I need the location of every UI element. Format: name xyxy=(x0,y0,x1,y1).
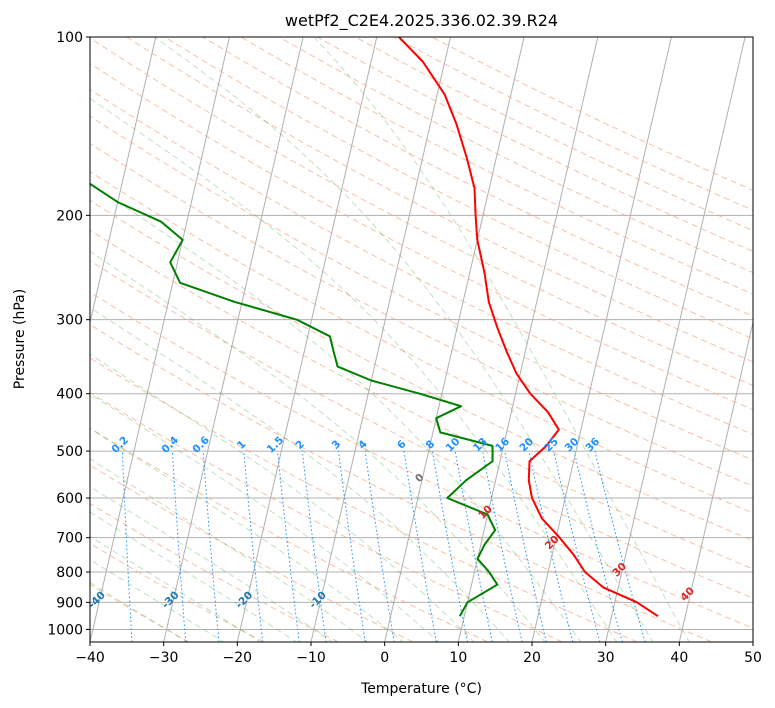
isotherm-line xyxy=(678,320,753,642)
y-tick-label: 800 xyxy=(56,565,83,581)
moist-adiabat-line xyxy=(90,485,333,642)
isotherm-line xyxy=(531,37,672,642)
moist-adiabat-line xyxy=(90,353,475,642)
mixing-ratio-line xyxy=(504,451,547,642)
x-tick-label: 30 xyxy=(597,650,615,666)
x-tick-label: −10 xyxy=(296,650,326,666)
mixing-ratio-line xyxy=(482,451,523,642)
dry-adiabat-line xyxy=(90,142,753,487)
x-tick-label: 40 xyxy=(670,650,688,666)
plot-area: 0.10.20.40.611.52346810131620253036-100-… xyxy=(90,37,753,642)
dry-adiabat-line xyxy=(202,37,753,317)
mixing-ratio-line xyxy=(573,450,623,642)
moist-adiabat-line xyxy=(90,250,546,642)
isotherm-line xyxy=(384,37,525,642)
dry-adiabat-line xyxy=(90,260,753,599)
moist-adiabat-line xyxy=(90,581,189,642)
dry-adiabats xyxy=(90,37,753,642)
moist-adiabat-line xyxy=(90,306,511,642)
dry-adiabat-line xyxy=(90,357,638,642)
dry-adiabat-line xyxy=(90,62,753,411)
isotherm-line xyxy=(457,37,599,642)
mixing-ratio-line xyxy=(202,451,220,642)
dry-adiabat-line xyxy=(90,584,190,642)
moist-adiabat-line xyxy=(154,37,654,642)
mixing-ratio-line xyxy=(243,451,264,642)
moist-adiabat-line xyxy=(90,393,440,642)
mixing-ratio-line xyxy=(432,451,468,642)
dry-adiabat-line xyxy=(90,37,753,387)
mixing-ratio-line xyxy=(338,451,366,642)
y-tick-label: 200 xyxy=(56,208,83,224)
dry-adiabat-line xyxy=(90,199,753,542)
moist-adiabat-line xyxy=(90,97,618,642)
mixing-ratio-line xyxy=(594,450,646,642)
mixing-ratio-line xyxy=(277,451,300,642)
x-tick-label: 20 xyxy=(523,650,541,666)
x-tick-label: 50 xyxy=(744,650,762,666)
y-tick-label: 600 xyxy=(56,491,83,507)
y-tick-label: 100 xyxy=(56,30,83,46)
y-tick-label: 700 xyxy=(56,531,83,547)
isotherm-line xyxy=(90,37,157,325)
x-tick-label: −30 xyxy=(149,650,179,666)
isotherm-line xyxy=(605,37,746,642)
y-axis-ticks: 100 200 300 400 500 600 700 800 900 1000 xyxy=(47,30,90,638)
moist-adiabat-line xyxy=(90,458,369,642)
x-tick-label: −40 xyxy=(75,650,105,666)
mixing-ratio-lines xyxy=(121,450,646,642)
skewed-isotherms xyxy=(90,37,753,642)
dry-adiabat-line xyxy=(90,171,753,514)
isotherm-line xyxy=(90,37,230,642)
moist-adiabat-line xyxy=(313,37,690,642)
mixing-ratio-line xyxy=(301,451,327,642)
dry-adiabat-line xyxy=(90,323,712,642)
x-tick-label: −20 xyxy=(223,650,253,666)
x-tick-label: 0 xyxy=(380,650,389,666)
mixing-ratio-line xyxy=(528,450,574,642)
moist-adiabat-line xyxy=(90,559,225,642)
mixing-ratio-line xyxy=(364,451,395,642)
y-tick-label: 300 xyxy=(56,313,83,329)
dry-adiabat-line xyxy=(90,502,339,642)
x-axis-ticks: −40 −30 −20 −10 0 10 20 30 40 50 xyxy=(75,642,762,666)
y-axis-label: Pressure (hPa) xyxy=(12,289,28,389)
chart-title: wetPf2_C2E4.2025.336.02.39.R24 xyxy=(285,11,558,31)
isotherm-line xyxy=(163,37,304,642)
y-tick-label: 1000 xyxy=(47,622,83,638)
y-tick-label: 400 xyxy=(56,387,83,403)
dry-adiabat-line xyxy=(90,115,753,461)
isotherm-line xyxy=(310,37,451,642)
y-tick-label: 500 xyxy=(56,444,83,460)
dry-adiabat-line xyxy=(90,229,753,570)
isotherm-line xyxy=(236,37,378,642)
x-axis-label: Temperature (°C) xyxy=(360,681,482,697)
dry-adiabat-line xyxy=(90,464,414,642)
sounding-series xyxy=(90,37,659,618)
temperature-line xyxy=(398,37,659,618)
dewpoint-line xyxy=(90,182,499,617)
mixing-ratio-line xyxy=(454,451,493,642)
x-tick-label: 10 xyxy=(449,650,467,666)
y-tick-label: 900 xyxy=(56,595,83,611)
plot-frame xyxy=(89,36,754,643)
